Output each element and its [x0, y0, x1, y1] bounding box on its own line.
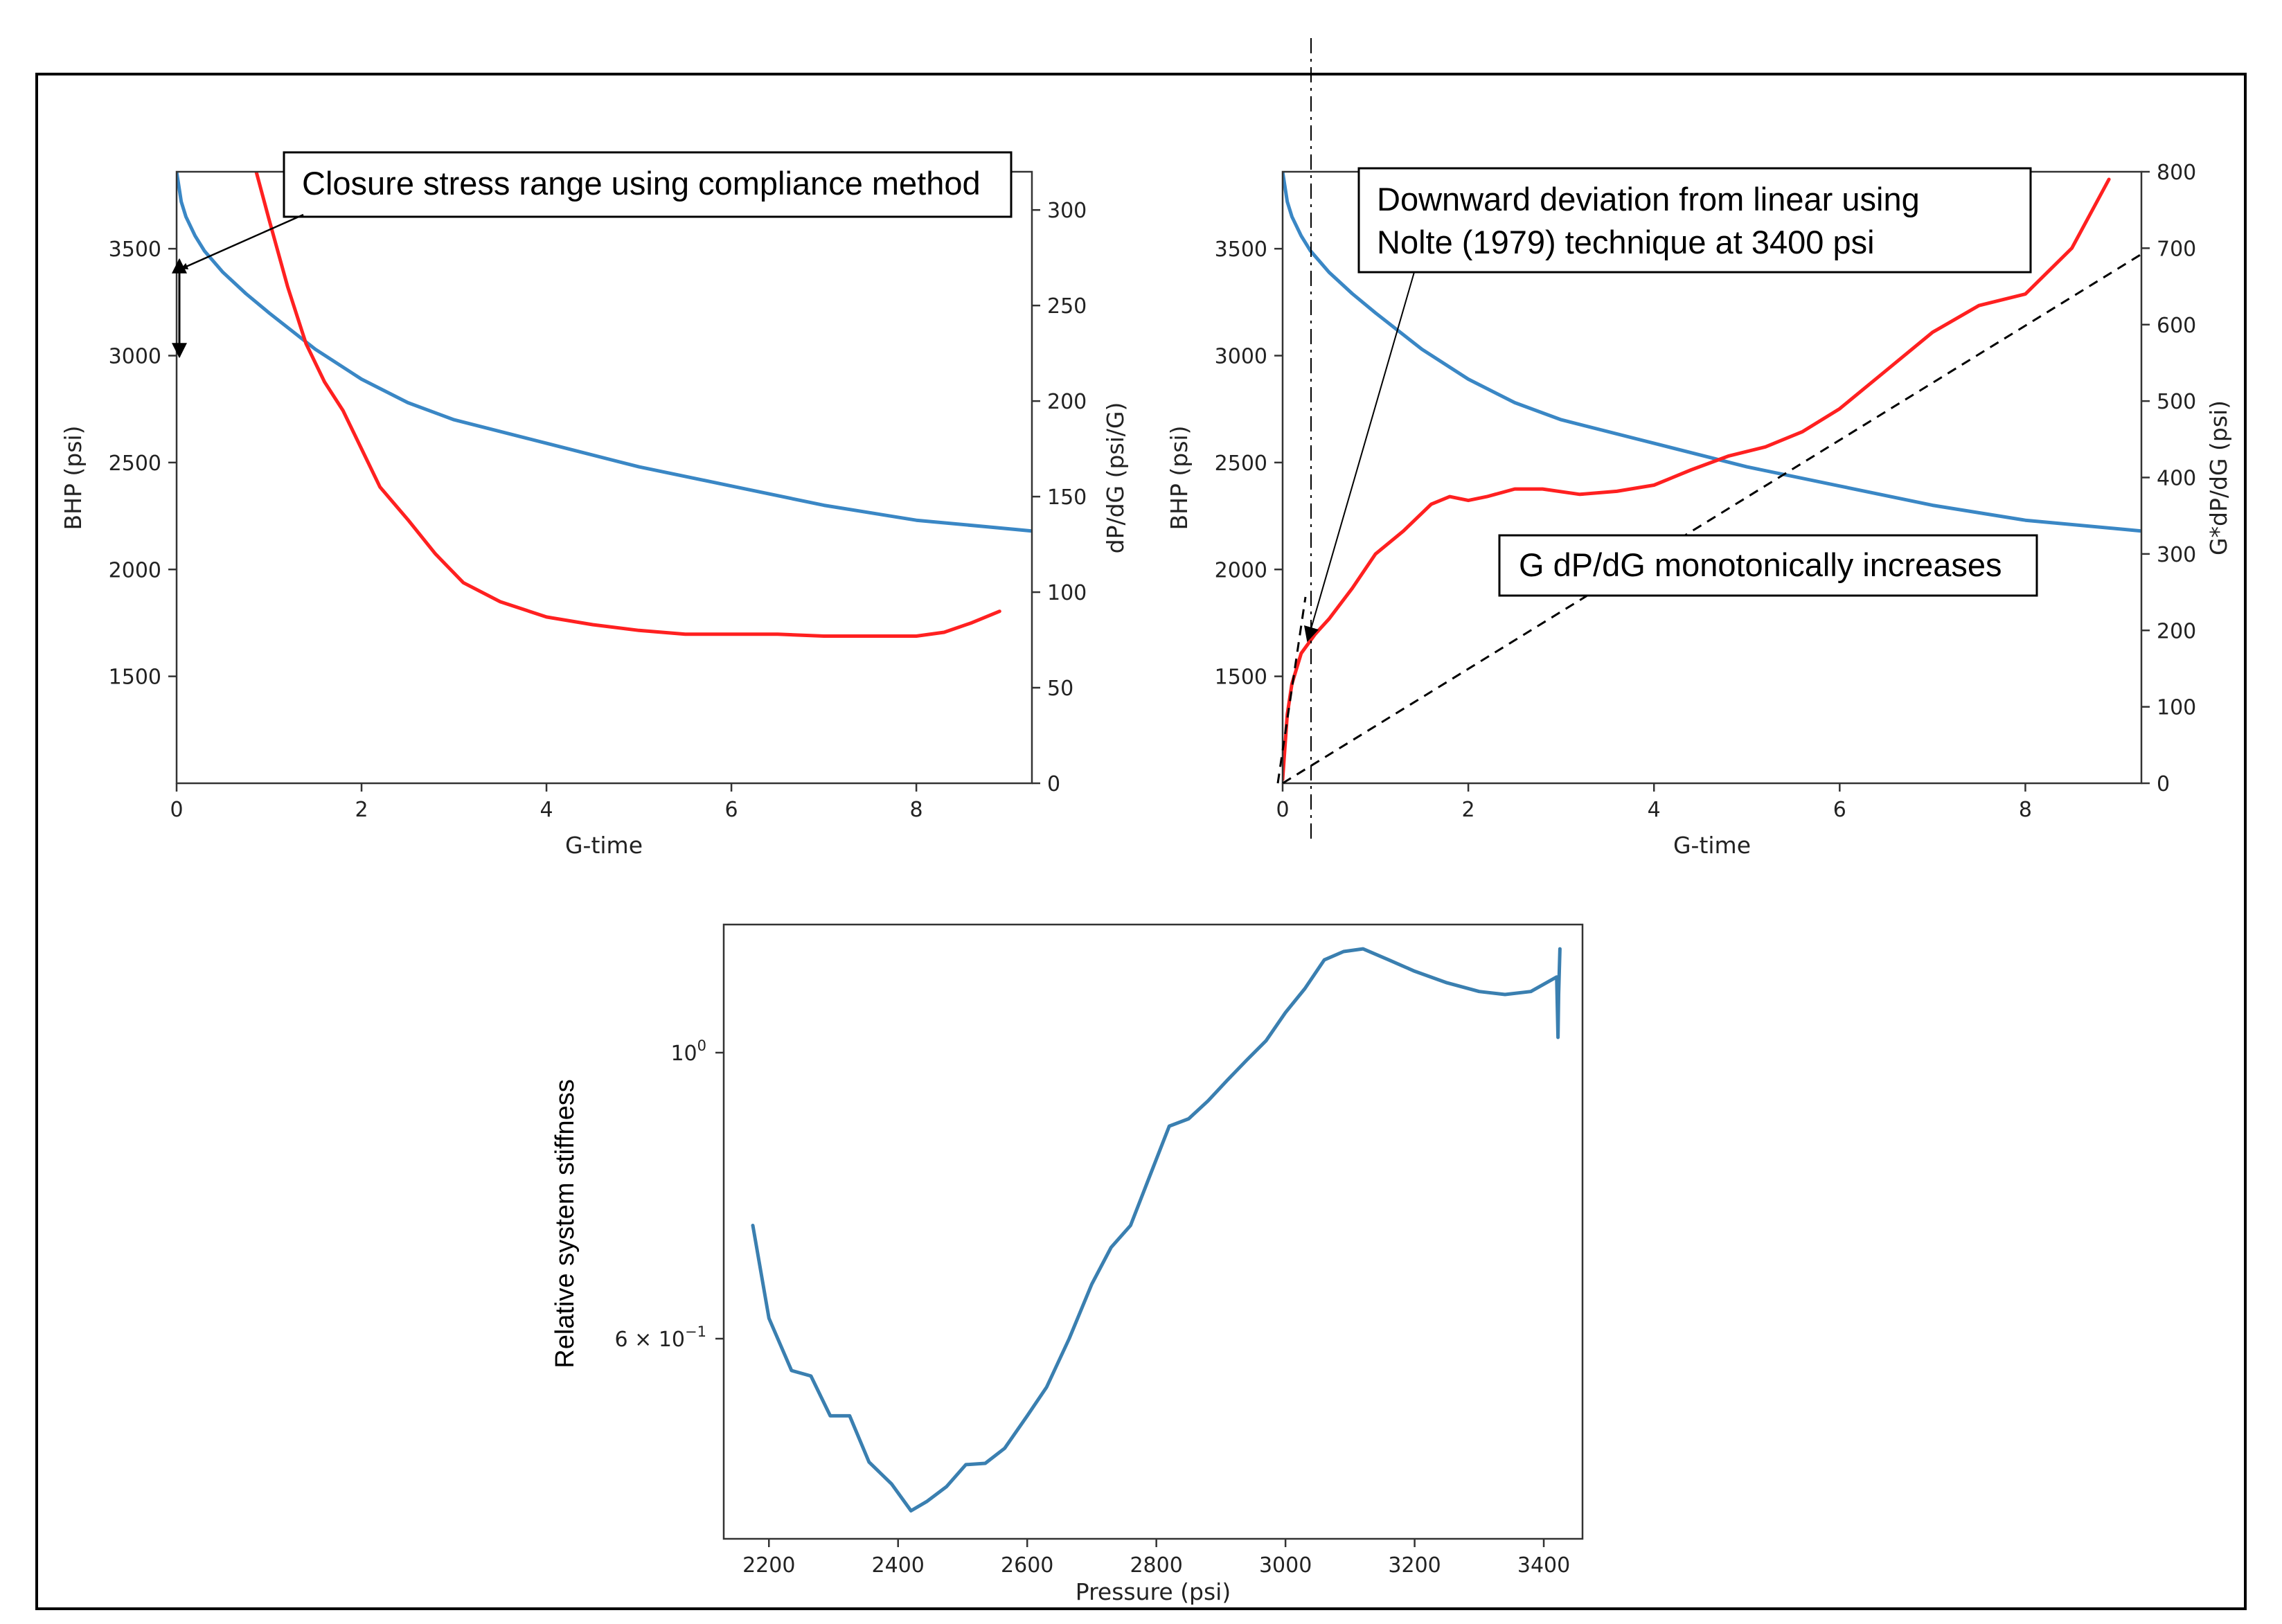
x-tick-label: 2 [1462, 798, 1475, 822]
series-line-bhp [177, 172, 1032, 533]
x-tick-label: 4 [540, 798, 553, 822]
y2-axis-label: dP/dG (psi/G) [1102, 402, 1129, 554]
series-line-derivative [254, 172, 1001, 638]
series-line-derivative [1283, 177, 2111, 781]
y2-tick-label: 0 [2157, 772, 2170, 796]
tangent-line-early [1276, 596, 1307, 784]
annotation-closure-range: Closure stress range using compliance me… [302, 165, 981, 202]
y-axis-label: BHP (psi) [60, 426, 87, 530]
y2-tick-label: 300 [2157, 543, 2196, 567]
x-tick-label: 3000 [1259, 1553, 1312, 1578]
chart-nolte: 0 2 4 6 8 1500 2000 2500 3000 3500 0 100 200 300 400… [1166, 38, 2232, 859]
y2-tick-label: 100 [2157, 696, 2196, 720]
x-tick-label: 2800 [1130, 1553, 1182, 1578]
y-tick-label: 2000 [109, 558, 161, 582]
annotation-leader [1303, 271, 1415, 643]
x-tick-label: 8 [2019, 798, 2032, 822]
series-line-stiffness [751, 947, 1562, 1513]
annotation-deviation-line1: Downward deviation from linear using [1377, 181, 1920, 217]
y-tick-label: 2000 [1215, 558, 1267, 582]
annotation-box [283, 151, 1013, 218]
chart-stiffness: 2200 2400 2600 2800 3000 3200 3400 100 6 × 10−… [551, 923, 1584, 1605]
series-line-bhp [1283, 172, 2141, 533]
x-tick-label: 6 [725, 798, 738, 822]
x-tick-label: 2200 [742, 1553, 795, 1578]
x-tick-label: 2400 [872, 1553, 925, 1578]
annotation-leader [181, 213, 304, 270]
x-axis-label: G-time [565, 832, 643, 859]
y2-tick-label: 200 [2157, 619, 2196, 643]
y2-tick-label: 150 [1047, 485, 1087, 510]
y2-tick-label: 800 [2157, 161, 2196, 185]
annotation-box [1498, 534, 2038, 597]
y2-tick-label: 100 [1047, 581, 1087, 605]
x-axis-label: G-time [1673, 832, 1751, 859]
x-tick-label: 2 [355, 798, 368, 822]
x-tick-label: 4 [1648, 798, 1661, 822]
y2-tick-label: 50 [1047, 677, 1073, 701]
x-tick-label: 0 [1276, 798, 1289, 822]
x-tick-label: 3200 [1388, 1553, 1441, 1578]
plot-area-frame [175, 170, 1033, 785]
y-axis-label: Relative system stiffness [551, 1079, 580, 1368]
y2-tick-label: 0 [1047, 772, 1060, 796]
x-tick-label: 3400 [1517, 1553, 1570, 1578]
annotation-monotonic: G dP/dG monotonically increases [1519, 546, 2002, 583]
y2-tick-label: 600 [2157, 314, 2196, 338]
chart-compliance: 0 2 4 6 8 1500 2000 2500 3000 3500 0 50 100 150 200 2… [60, 151, 1129, 859]
y2-tick-label: 250 [1047, 294, 1087, 319]
y-tick-label: 3000 [109, 345, 161, 369]
x-tick-label: 8 [910, 798, 923, 822]
y2-tick-label: 700 [2157, 237, 2196, 261]
y-tick-label: 2500 [1215, 452, 1267, 476]
y-axis-label: BHP (psi) [1166, 426, 1193, 530]
y-tick-label: 2500 [109, 452, 161, 476]
y2-tick-label: 300 [1047, 199, 1087, 223]
y-tick-label: 1500 [109, 666, 161, 690]
x-axis-label: Pressure (psi) [1076, 1578, 1231, 1605]
y2-tick-label: 400 [2157, 467, 2196, 491]
y-tick-label: 1500 [1215, 666, 1267, 690]
y-tick-label: 3500 [1215, 238, 1267, 262]
y-tick-label: 3000 [1215, 345, 1267, 369]
tangent-line-linear [1282, 253, 2142, 785]
y2-tick-label: 500 [2157, 390, 2196, 414]
x-tick-label: 2600 [1001, 1553, 1053, 1578]
x-tick-label: 0 [170, 798, 183, 822]
annotation-deviation-line2: Nolte (1979) technique at 3400 psi [1377, 224, 1875, 260]
outer-frame [35, 73, 2247, 1610]
plot-area-frame [722, 923, 1584, 1540]
y-tick-label-6e-1: 6 × 10−1 [615, 1323, 706, 1352]
y2-tick-label: 200 [1047, 390, 1087, 414]
x-tick-label: 6 [1833, 798, 1846, 822]
y-tick-label-1e0: 100 [670, 1037, 706, 1066]
y2-axis-label: G*dP/dG (psi) [2205, 400, 2232, 555]
annotation-box [1357, 167, 2032, 274]
y-tick-label: 3500 [109, 238, 161, 262]
